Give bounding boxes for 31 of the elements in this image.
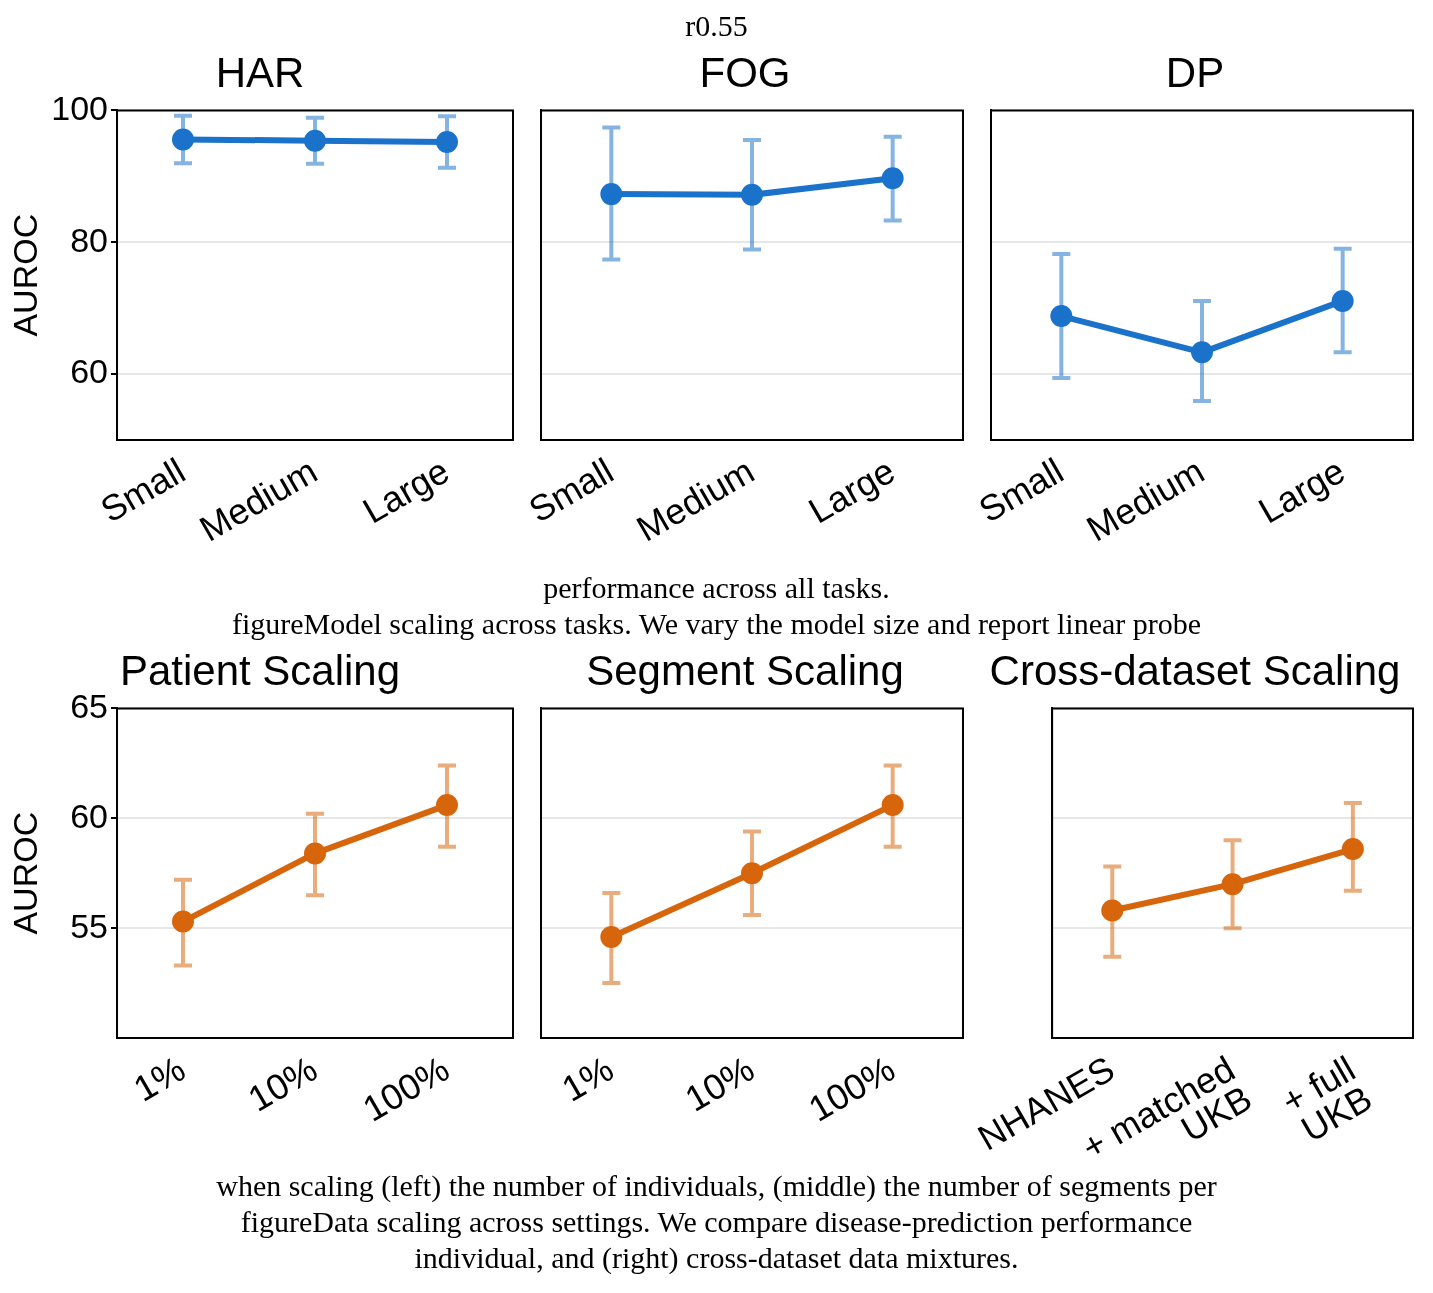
chart-title: Patient Scaling <box>119 646 400 694</box>
x-tick-label: Large <box>800 449 902 532</box>
text: figureModel scaling across tasks. We vary the model size and report linear probe <box>230 606 1203 642</box>
point <box>435 794 458 817</box>
x-tick-label: + full UKB <box>1274 1047 1379 1150</box>
y-tick-label: 55 <box>69 906 108 945</box>
chart-title: HAR <box>215 48 304 96</box>
x-tick-label: 10% <box>677 1047 761 1120</box>
chart-title: Cross-dataset Scaling <box>989 646 1400 694</box>
chart-title: FOG <box>699 48 790 96</box>
y-tick-label: 60 <box>69 796 108 835</box>
text: r0.55 <box>684 8 749 44</box>
y-tick-label: 60 <box>69 352 108 391</box>
y-tick-label: 100 <box>50 88 108 127</box>
x-tick-label: 10% <box>240 1047 324 1120</box>
point <box>303 842 326 865</box>
chart-title: DP <box>1165 48 1224 96</box>
x-tick-label: 1% <box>554 1047 620 1110</box>
text: when scaling (left) the number of individuals, (middle) the number of segments per <box>215 1168 1218 1204</box>
x-tick-label: Large <box>355 449 456 532</box>
x-tick-label: Large <box>1250 449 1352 532</box>
y-axis-title: AUROC <box>5 213 44 337</box>
y-tick-label: 65 <box>69 686 108 725</box>
point <box>171 910 194 933</box>
x-tick-label: 1% <box>125 1047 192 1110</box>
y-axis-title: AUROC <box>5 811 44 935</box>
text: figureData scaling across settings. We compare disease-prediction performance <box>239 1204 1194 1240</box>
text: performance across all tasks. <box>542 570 891 606</box>
text: individual, and (right) cross-dataset data mixtures. <box>413 1240 1020 1276</box>
y-tick-label: 80 <box>69 220 108 259</box>
chart-title: Segment Scaling <box>585 646 904 694</box>
